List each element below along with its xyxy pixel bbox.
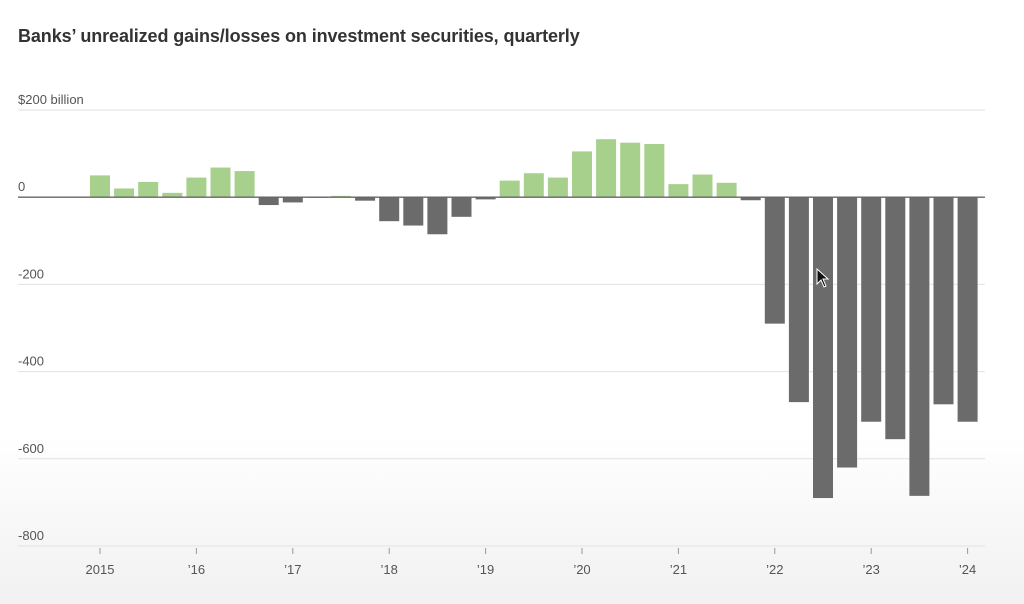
y-tick-label: -600 — [18, 441, 44, 456]
x-tick-label: ’21 — [670, 562, 687, 577]
bar-2019-q1 — [475, 197, 496, 200]
bar-2016-q4 — [258, 197, 279, 206]
bar-2015-q4 — [162, 192, 183, 198]
y-tick-label: $200 billion — [18, 92, 84, 107]
bar-2020-q2 — [596, 139, 617, 198]
y-tick-label: -200 — [18, 266, 44, 281]
x-tick-label: ’17 — [284, 562, 301, 577]
x-tick-label: 2015 — [86, 562, 115, 577]
bar-2016-q2 — [210, 167, 231, 198]
bar-2015-q3 — [138, 181, 159, 198]
bar-2020-q3 — [620, 142, 641, 198]
x-tick-label: ’16 — [188, 562, 205, 577]
x-tick-label: ’18 — [381, 562, 398, 577]
mouse-cursor-icon — [816, 268, 830, 288]
bar-2022-q2 — [788, 197, 809, 403]
bar-2017-q4 — [355, 197, 376, 201]
bar-2020-q4 — [644, 144, 665, 198]
bar-2023-q4 — [933, 197, 954, 405]
bar-layer — [90, 139, 978, 499]
axis-layer: $200 billion 0 -200 -400 -600 -800 2015 ’16 ’17 ’… — [18, 92, 985, 577]
bar-2018-q2 — [403, 197, 424, 226]
bar-2024-q1 — [957, 197, 978, 422]
bar-2019-q4 — [547, 177, 568, 198]
bar-2021-q2 — [692, 174, 713, 198]
bar-2023-q2 — [885, 197, 906, 440]
bar-2016-q1 — [186, 177, 207, 198]
x-tick-label: ’19 — [477, 562, 494, 577]
bar-2022-q3 — [813, 197, 833, 499]
x-tick-label: ’23 — [863, 562, 880, 577]
bar-2019-q3 — [523, 173, 544, 198]
bar-2020-q1 — [572, 151, 592, 198]
bar-2019-q2 — [499, 180, 520, 198]
bar-2018-q1 — [379, 197, 400, 222]
bar-2017-q1 — [282, 197, 303, 203]
x-tick-label: ’22 — [766, 562, 783, 577]
bar-2018-q3 — [427, 197, 448, 235]
bar-2021-q4 — [740, 197, 761, 201]
bar-2021-q3 — [716, 182, 737, 198]
bar-2015-q2 — [114, 188, 135, 198]
bar-2021-q1 — [668, 184, 689, 198]
bar-2015-q1 — [90, 175, 110, 198]
y-tick-label: 0 — [18, 179, 25, 194]
bar-2016-q3 — [234, 171, 255, 198]
x-tick-label: ’20 — [573, 562, 590, 577]
bar-2022-q4 — [837, 197, 858, 468]
chart-title: Banks’ unrealized gains/losses on invest… — [18, 26, 580, 46]
bar-2023-q3 — [909, 197, 930, 496]
x-tick-label: ’24 — [959, 562, 976, 577]
y-tick-label: -800 — [18, 528, 44, 543]
bar-2018-q4 — [451, 197, 472, 217]
bar-2023-q1 — [861, 197, 882, 422]
bar-2022-q1 — [764, 197, 785, 324]
y-tick-label: -400 — [18, 354, 44, 369]
